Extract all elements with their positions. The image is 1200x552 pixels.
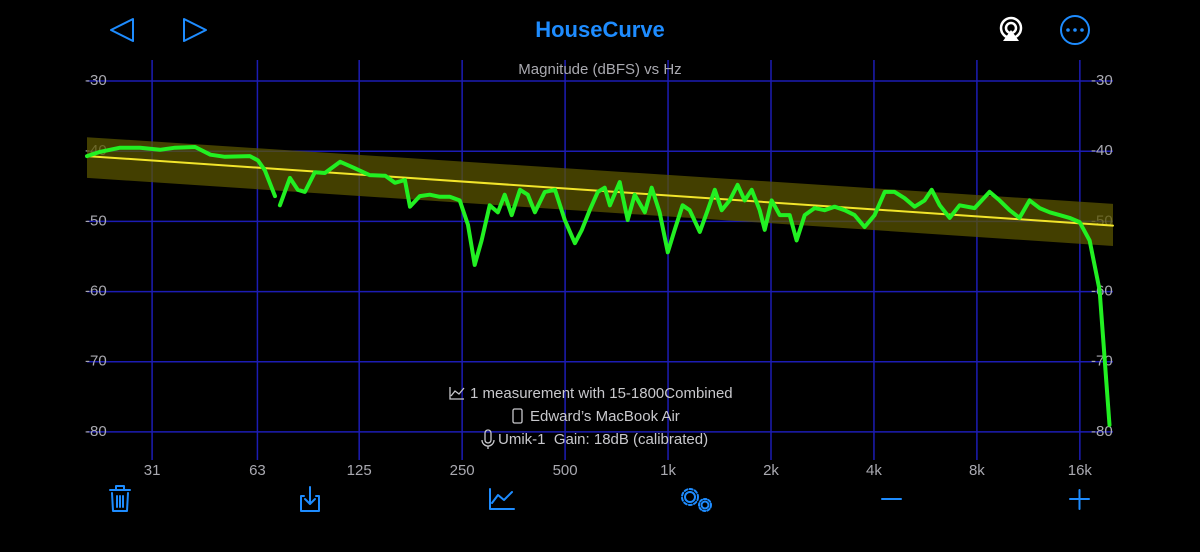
mic-icon (481, 429, 495, 449)
airplay-button[interactable] (999, 16, 1023, 41)
gear (684, 491, 696, 503)
app-title: HouseCurve (535, 17, 665, 42)
play-button[interactable] (183, 18, 207, 42)
gear-teeth (681, 488, 699, 506)
plot: 31631252505001k2k4k8k16k-30-30-40-40-50-… (85, 60, 1114, 479)
y2-tick-label: -70 (1091, 353, 1113, 370)
y-tick-label: -30 (85, 72, 107, 89)
y-tick-label: -70 (85, 353, 107, 370)
y2-tick-label: -30 (1091, 72, 1113, 89)
y2-tick-label: -60 (1091, 283, 1113, 300)
dot (1066, 28, 1070, 32)
mic-info: Umik-1 Gain: 18dB (calibrated) (498, 431, 708, 448)
x-tick-label: 2k (763, 462, 779, 479)
settings-button[interactable] (681, 488, 712, 512)
chart-icon (489, 488, 515, 510)
measurement-icon (449, 387, 465, 400)
gear (700, 500, 710, 510)
y2-tick-label: -80 (1091, 423, 1113, 440)
chart-button[interactable] (489, 488, 515, 510)
x-tick-label: 16k (1068, 462, 1093, 479)
trash-icon (109, 485, 131, 512)
x-tick-label: 31 (144, 462, 161, 479)
x-tick-label: 125 (347, 462, 372, 479)
y-tick-label: -80 (85, 423, 107, 440)
x-tick-label: 63 (249, 462, 266, 479)
dot (1080, 28, 1084, 32)
y2-tick-label: -40 (1091, 142, 1113, 159)
import-button[interactable] (300, 486, 320, 512)
airplay-triangle (1003, 30, 1019, 41)
speaker-icon (512, 408, 523, 424)
chart-title: Magnitude (dBFS) vs Hz (518, 61, 681, 78)
y-tick-label: -60 (85, 283, 107, 300)
back-button[interactable] (110, 18, 134, 42)
delete-button[interactable] (109, 485, 131, 512)
x-tick-label: 8k (969, 462, 985, 479)
dot (1073, 28, 1077, 32)
x-tick-label: 250 (450, 462, 475, 479)
more-button[interactable] (1060, 15, 1090, 45)
zoom-in-button[interactable] (1069, 489, 1090, 510)
speaker-info: Edward’s MacBook Air (530, 408, 680, 425)
gear-teeth (698, 498, 712, 512)
measurement-curve (85, 145, 1112, 427)
x-tick-label: 500 (553, 462, 578, 479)
x-tick-label: 1k (660, 462, 676, 479)
measurement-info: 1 measurement with 15-1800Combined (470, 385, 733, 402)
more-ring (1060, 15, 1090, 45)
x-tick-label: 4k (866, 462, 882, 479)
y-tick-label: -50 (85, 212, 107, 229)
import-icon (300, 486, 320, 512)
